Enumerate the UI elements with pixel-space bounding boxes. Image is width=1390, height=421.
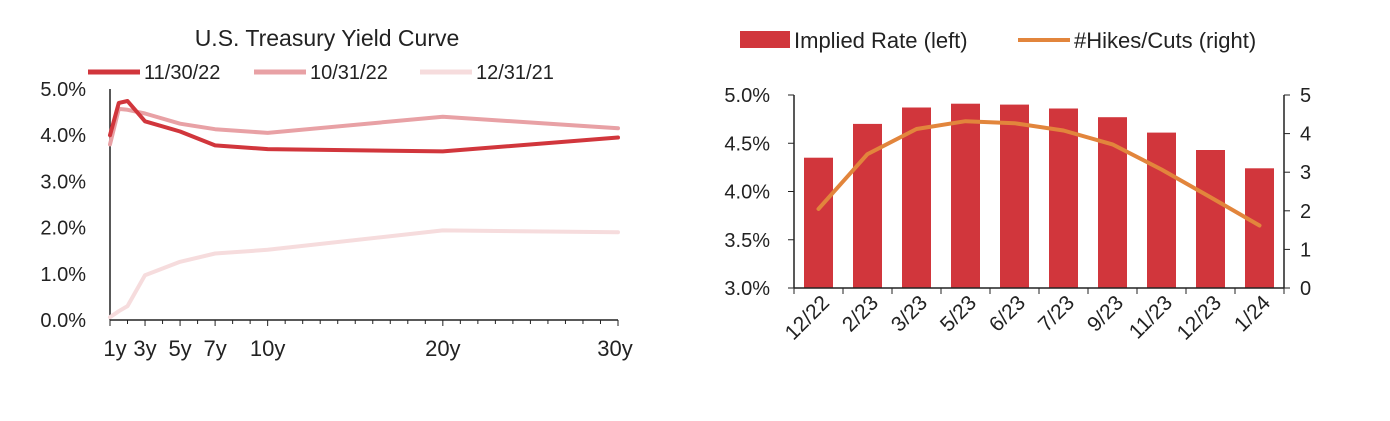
y-tick-label: 4.5% — [724, 133, 770, 155]
yield-curve-title: U.S. Treasury Yield Curve — [195, 25, 460, 51]
x-tick-label: 7/23 — [1034, 291, 1079, 336]
x-tick-label: 10y — [250, 336, 285, 361]
y-tick-label: 5.0% — [40, 79, 86, 101]
y-tick-label: 3.5% — [724, 230, 770, 252]
bar-12-22 — [804, 157, 833, 288]
legend-label-implied-rate: Implied Rate (left) — [794, 28, 968, 53]
y2-tick-label: 4 — [1300, 124, 1311, 146]
x-tick-label: 2/23 — [838, 291, 883, 336]
bar-7-23 — [1049, 108, 1078, 288]
y-tick-label: 5.0% — [724, 85, 770, 107]
x-tick-label: 5/23 — [936, 291, 981, 336]
legend-label-12-31-21: 12/31/21 — [476, 62, 554, 84]
x-tick-label: 20y — [425, 336, 460, 361]
hikes-cuts-series-line — [816, 119, 1262, 228]
bar-6-23 — [1000, 104, 1029, 288]
legend-label-hikes-cuts: #Hikes/Cuts (right) — [1074, 28, 1256, 53]
legend-swatch-implied-rate — [740, 31, 790, 48]
bar-3-23 — [902, 107, 931, 288]
implied-rate-right-axis: 0 1 2 3 4 5 — [1284, 85, 1311, 300]
y-tick-label: 3.0% — [724, 278, 770, 300]
x-tick-label: 11/23 — [1125, 291, 1177, 343]
bar-5-23 — [951, 103, 980, 288]
implied-rate-bars — [804, 103, 1274, 289]
bar-12-23 — [1196, 150, 1225, 288]
implied-rate-legend: Implied Rate (left) #Hikes/Cuts (right) — [740, 28, 1256, 53]
implied-rate-chart: Implied Rate (left) #Hikes/Cuts (right) 3… — [724, 28, 1311, 345]
y-tick-label: 3.0% — [40, 171, 86, 193]
y-tick-label: 2.0% — [40, 218, 86, 240]
yield-curve-series — [108, 99, 620, 320]
y-tick-label: 4.0% — [40, 125, 86, 147]
y-tick-label: 0.0% — [40, 310, 86, 332]
y2-tick-label: 3 — [1300, 162, 1311, 184]
x-tick-label: 30y — [597, 336, 632, 361]
x-tick-label: 1y — [103, 336, 126, 361]
yield-curve-y-axis: 0.0% 1.0% 2.0% 3.0% 4.0% 5.0% — [40, 79, 86, 332]
yield-curve-axes — [109, 89, 619, 326]
yield-curve-chart: U.S. Treasury Yield Curve 11/30/22 10/31/… — [40, 25, 632, 361]
yield-curve-x-axis: 1y 3y 5y 7y 10y 20y 30y — [103, 336, 632, 361]
yield-curve-legend: 11/30/22 10/31/22 12/31/21 — [88, 62, 554, 84]
x-tick-label: 3/23 — [887, 291, 932, 336]
x-tick-label: 7y — [203, 336, 226, 361]
x-tick-label: 9/23 — [1083, 291, 1128, 336]
y-tick-label: 4.0% — [724, 182, 770, 204]
y-tick-label: 1.0% — [40, 264, 86, 286]
series-line-12-31-21 — [108, 228, 620, 320]
x-tick-label: 3y — [133, 336, 156, 361]
y2-tick-label: 2 — [1300, 201, 1311, 223]
series-line-11-30-22 — [108, 99, 620, 154]
x-tick-label: 12/22 — [781, 291, 834, 344]
x-tick-label: 5y — [168, 336, 191, 361]
series-line-10-31-22 — [108, 106, 620, 147]
hikes-cuts-line — [816, 119, 1262, 228]
implied-rate-axes — [788, 94, 1285, 294]
implied-rate-left-axis: 3.0% 3.5% 4.0% 4.5% 5.0% — [724, 85, 770, 300]
legend-label-11-30-22: 11/30/22 — [144, 62, 220, 84]
x-tick-label: 12/23 — [1173, 291, 1226, 344]
y2-tick-label: 1 — [1300, 239, 1311, 261]
x-tick-label: 1/24 — [1230, 291, 1275, 336]
legend-label-10-31-22: 10/31/22 — [310, 62, 388, 84]
x-tick-label: 6/23 — [985, 291, 1030, 336]
y2-tick-label: 5 — [1300, 85, 1311, 107]
bar-1-24 — [1245, 168, 1274, 288]
bar-11-23 — [1147, 132, 1176, 288]
y2-tick-label: 0 — [1300, 278, 1311, 300]
